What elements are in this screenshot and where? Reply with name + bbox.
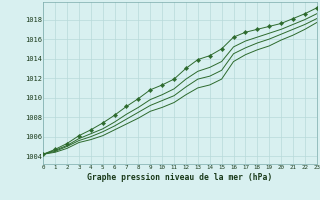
X-axis label: Graphe pression niveau de la mer (hPa): Graphe pression niveau de la mer (hPa) [87, 173, 273, 182]
